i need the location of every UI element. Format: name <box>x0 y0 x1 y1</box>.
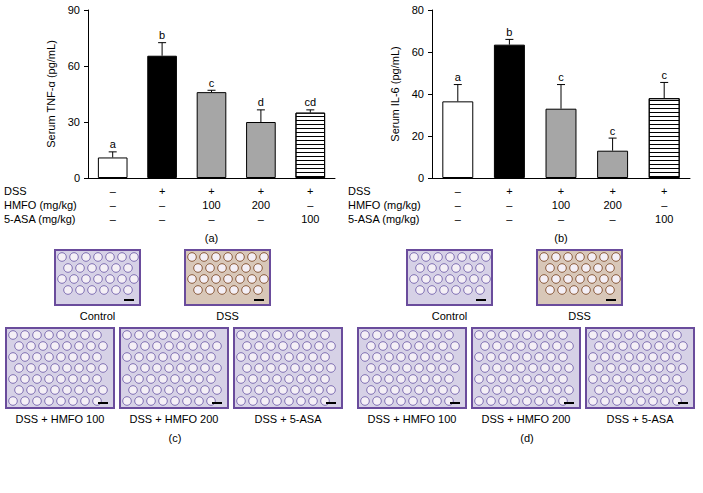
svg-text:90: 90 <box>68 4 80 16</box>
svg-text:Control: Control <box>432 310 467 322</box>
svg-text:d: d <box>258 96 264 108</box>
svg-text:c: c <box>661 69 667 81</box>
svg-text:DSS + 5-ASA: DSS + 5-ASA <box>607 413 675 425</box>
svg-text:a: a <box>110 138 117 150</box>
svg-text:100: 100 <box>301 213 319 225</box>
svg-text:Serum IL-6 (pg/mL): Serum IL-6 (pg/mL) <box>389 46 401 141</box>
svg-text:–: – <box>455 185 462 197</box>
svg-text:+: + <box>258 185 264 197</box>
svg-text:60: 60 <box>68 60 80 72</box>
svg-text:(d): (d) <box>520 432 533 444</box>
svg-text:200: 200 <box>603 199 621 211</box>
svg-text:+: + <box>661 185 667 197</box>
svg-text:b: b <box>506 26 512 38</box>
svg-text:–: – <box>506 199 513 211</box>
svg-text:c: c <box>209 77 215 89</box>
svg-text:+: + <box>208 185 214 197</box>
svg-text:–: – <box>455 213 462 225</box>
svg-text:c: c <box>558 71 564 83</box>
svg-text:Serum TNF-α (pg/mL): Serum TNF-α (pg/mL) <box>45 40 57 148</box>
svg-text:5-ASA (mg/kg): 5-ASA (mg/kg) <box>348 213 420 225</box>
svg-text:DSS + HMFO 100: DSS + HMFO 100 <box>16 413 105 425</box>
svg-text:+: + <box>609 185 615 197</box>
svg-text:–: – <box>110 199 117 211</box>
svg-text:Control: Control <box>80 310 115 322</box>
svg-text:(a): (a) <box>205 232 218 244</box>
svg-text:DSS + HMFO 100: DSS + HMFO 100 <box>368 413 457 425</box>
svg-text:HMFO (mg/kg): HMFO (mg/kg) <box>348 199 421 211</box>
svg-text:c: c <box>610 125 616 137</box>
svg-text:5-ASA (mg/kg): 5-ASA (mg/kg) <box>4 213 76 225</box>
svg-text:60: 60 <box>412 46 424 58</box>
svg-text:+: + <box>159 185 165 197</box>
svg-text:DSS: DSS <box>348 185 371 197</box>
svg-text:DSS + HMFO 200: DSS + HMFO 200 <box>482 413 571 425</box>
svg-text:200: 200 <box>252 199 270 211</box>
svg-text:cd: cd <box>304 96 316 108</box>
svg-text:–: – <box>455 199 462 211</box>
svg-text:0: 0 <box>418 172 424 184</box>
svg-text:(b): (b) <box>554 232 567 244</box>
svg-text:–: – <box>208 213 215 225</box>
svg-text:+: + <box>506 185 512 197</box>
svg-text:–: – <box>558 213 565 225</box>
svg-text:–: – <box>110 185 117 197</box>
svg-text:30: 30 <box>68 116 80 128</box>
svg-text:–: – <box>506 213 513 225</box>
svg-text:–: – <box>159 199 166 211</box>
svg-text:100: 100 <box>655 213 673 225</box>
svg-text:+: + <box>307 185 313 197</box>
svg-text:40: 40 <box>412 88 424 100</box>
svg-text:–: – <box>307 199 314 211</box>
svg-text:b: b <box>159 29 165 41</box>
svg-text:0: 0 <box>74 172 80 184</box>
svg-text:–: – <box>661 199 668 211</box>
svg-text:–: – <box>610 213 617 225</box>
svg-text:–: – <box>258 213 265 225</box>
svg-text:100: 100 <box>202 199 220 211</box>
svg-text:DSS: DSS <box>216 310 239 322</box>
svg-text:DSS: DSS <box>568 310 591 322</box>
svg-text:HMFO (mg/kg): HMFO (mg/kg) <box>4 199 77 211</box>
svg-text:–: – <box>110 213 117 225</box>
svg-text:100: 100 <box>552 199 570 211</box>
svg-text:a: a <box>455 71 462 83</box>
svg-text:20: 20 <box>412 130 424 142</box>
svg-text:DSS + 5-ASA: DSS + 5-ASA <box>255 413 323 425</box>
svg-text:80: 80 <box>412 4 424 16</box>
svg-text:DSS: DSS <box>4 185 27 197</box>
svg-text:+: + <box>558 185 564 197</box>
svg-text:(c): (c) <box>169 432 182 444</box>
svg-text:–: – <box>159 213 166 225</box>
svg-text:DSS + HMFO 200: DSS + HMFO 200 <box>130 413 219 425</box>
